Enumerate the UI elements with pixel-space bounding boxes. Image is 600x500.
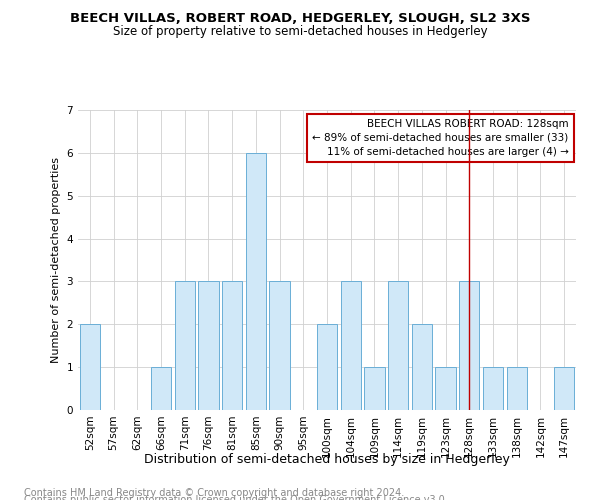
Text: Size of property relative to semi-detached houses in Hedgerley: Size of property relative to semi-detach…: [113, 25, 487, 38]
Bar: [483, 367, 503, 410]
Bar: [246, 153, 266, 410]
Bar: [80, 324, 100, 410]
Bar: [412, 324, 432, 410]
Text: Contains HM Land Registry data © Crown copyright and database right 2024.: Contains HM Land Registry data © Crown c…: [24, 488, 404, 498]
Y-axis label: Number of semi-detached properties: Number of semi-detached properties: [51, 157, 61, 363]
Bar: [554, 367, 574, 410]
Bar: [151, 367, 171, 410]
Text: BEECH VILLAS ROBERT ROAD: 128sqm
← 89% of semi-detached houses are smaller (33)
: BEECH VILLAS ROBERT ROAD: 128sqm ← 89% o…: [312, 119, 569, 157]
Bar: [222, 282, 242, 410]
Bar: [459, 282, 479, 410]
Text: BEECH VILLAS, ROBERT ROAD, HEDGERLEY, SLOUGH, SL2 3XS: BEECH VILLAS, ROBERT ROAD, HEDGERLEY, SL…: [70, 12, 530, 26]
Bar: [388, 282, 408, 410]
Text: Distribution of semi-detached houses by size in Hedgerley: Distribution of semi-detached houses by …: [144, 454, 510, 466]
Bar: [436, 367, 455, 410]
Bar: [341, 282, 361, 410]
Bar: [199, 282, 218, 410]
Bar: [269, 282, 290, 410]
Text: Contains public sector information licensed under the Open Government Licence v3: Contains public sector information licen…: [24, 495, 448, 500]
Bar: [506, 367, 527, 410]
Bar: [175, 282, 195, 410]
Bar: [364, 367, 385, 410]
Bar: [317, 324, 337, 410]
